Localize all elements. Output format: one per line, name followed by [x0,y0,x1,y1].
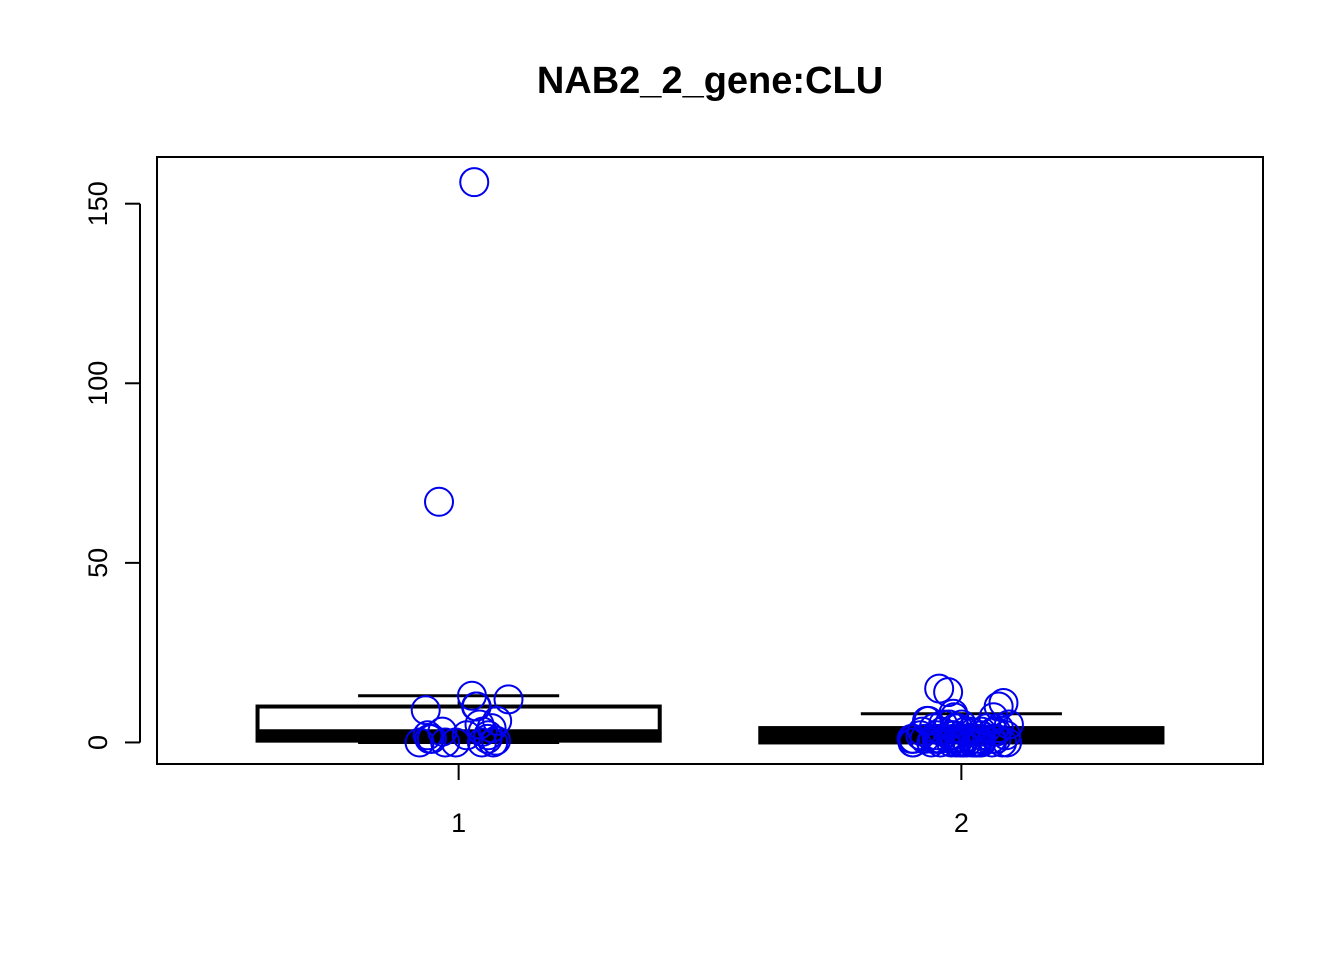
x-tick-label: 2 [954,808,969,838]
data-point [976,727,1007,758]
x-tick-label: 1 [451,808,466,838]
data-point [987,727,1018,758]
data-point [466,727,497,758]
y-tick-label: 0 [83,735,113,750]
data-point [916,727,947,758]
data-point [933,677,964,708]
data-point [461,691,492,722]
data-point [480,725,511,756]
data-point [412,720,443,751]
data-point [478,727,509,758]
data-point [897,727,928,758]
data-point [404,727,435,758]
data-point [424,486,455,517]
plot-frame [156,156,1264,765]
data-point [410,695,441,726]
data-point [965,727,996,758]
data-point [430,727,461,758]
y-tick-label: 100 [83,361,113,406]
data-point [459,167,490,198]
y-tick-label: 150 [83,181,113,226]
y-tick-label: 50 [83,548,113,578]
chart-title: NAB2_2_gene:CLU [537,60,883,102]
data-point [440,727,471,758]
